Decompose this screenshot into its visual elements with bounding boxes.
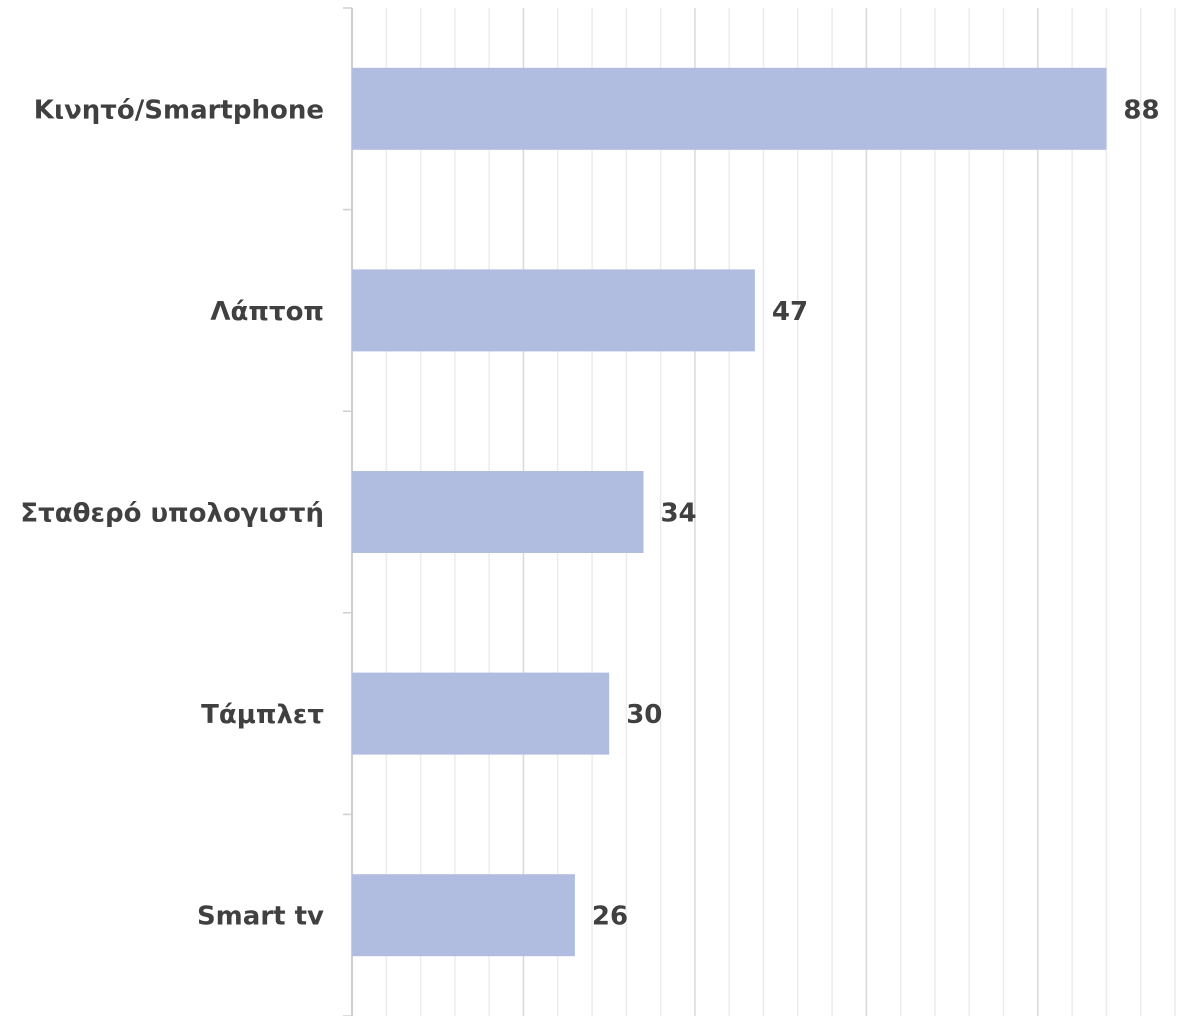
y-tick-label: Smart tv xyxy=(197,902,324,932)
bar xyxy=(352,874,575,957)
y-tick-label: Λάπτοπ xyxy=(210,297,324,327)
value-label: 47 xyxy=(772,297,808,327)
y-tick-label: Σταθερό υπολογιστή xyxy=(20,499,324,529)
bar xyxy=(352,269,755,352)
bar xyxy=(352,471,644,553)
value-label: 26 xyxy=(592,902,628,932)
value-label: 34 xyxy=(660,499,696,529)
y-tick-label: Τάμπλετ xyxy=(201,700,324,730)
bar xyxy=(352,672,610,755)
value-label: 30 xyxy=(626,700,662,730)
value-label: 88 xyxy=(1123,95,1159,125)
y-tick-label: Κινητό/Smartphone xyxy=(34,95,324,125)
bar xyxy=(352,67,1107,150)
